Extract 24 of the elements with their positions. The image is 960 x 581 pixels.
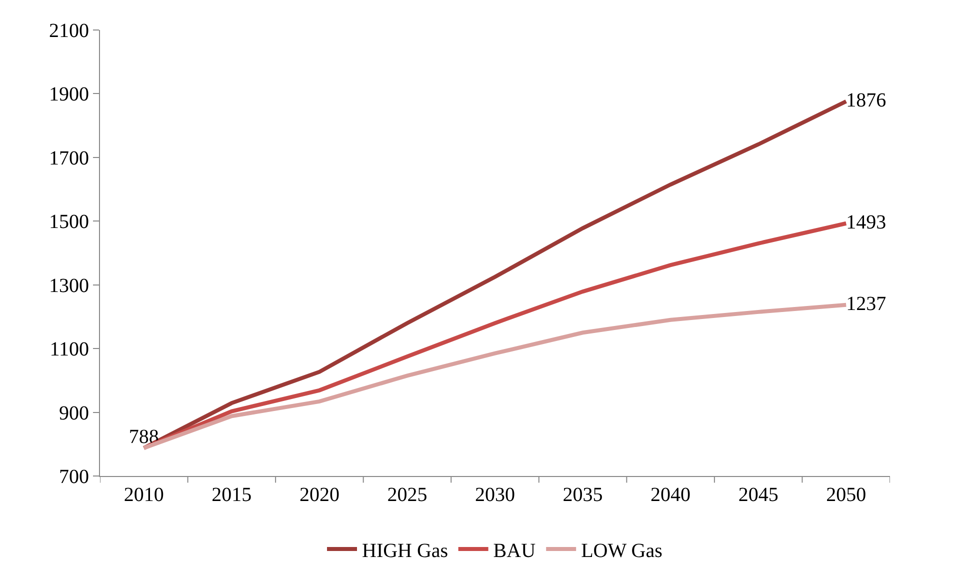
legend-label: HIGH Gas <box>362 540 448 562</box>
y-tick-label: 700 <box>59 466 89 488</box>
y-tick-label: 1100 <box>50 338 89 361</box>
x-tick-label: 2040 <box>650 484 691 506</box>
y-tick-label: 1500 <box>49 211 89 234</box>
x-tick-label: 2010 <box>124 484 164 506</box>
y-tick-label: 1900 <box>49 84 89 106</box>
x-tick-label: 2015 <box>212 484 252 506</box>
data-label: 788 <box>128 426 159 448</box>
legend-label: BAU <box>493 540 536 562</box>
data-label: 1237 <box>846 292 886 315</box>
y-tick-label: 1300 <box>49 274 89 297</box>
x-tick-label: 2030 <box>475 484 515 506</box>
y-tick-label: 900 <box>59 402 89 424</box>
data-label: 1493 <box>846 211 886 234</box>
x-tick-label: 2045 <box>738 484 778 506</box>
x-tick-label: 2025 <box>387 484 428 506</box>
y-tick-label: 2100 <box>49 20 89 42</box>
x-tick-label: 2020 <box>299 484 340 506</box>
data-label: 1876 <box>846 89 886 112</box>
x-tick-label: 2050 <box>826 484 866 506</box>
x-tick-label: 2035 <box>562 484 603 506</box>
y-tick-label: 1700 <box>49 147 89 170</box>
legend-label: LOW Gas <box>581 540 663 562</box>
